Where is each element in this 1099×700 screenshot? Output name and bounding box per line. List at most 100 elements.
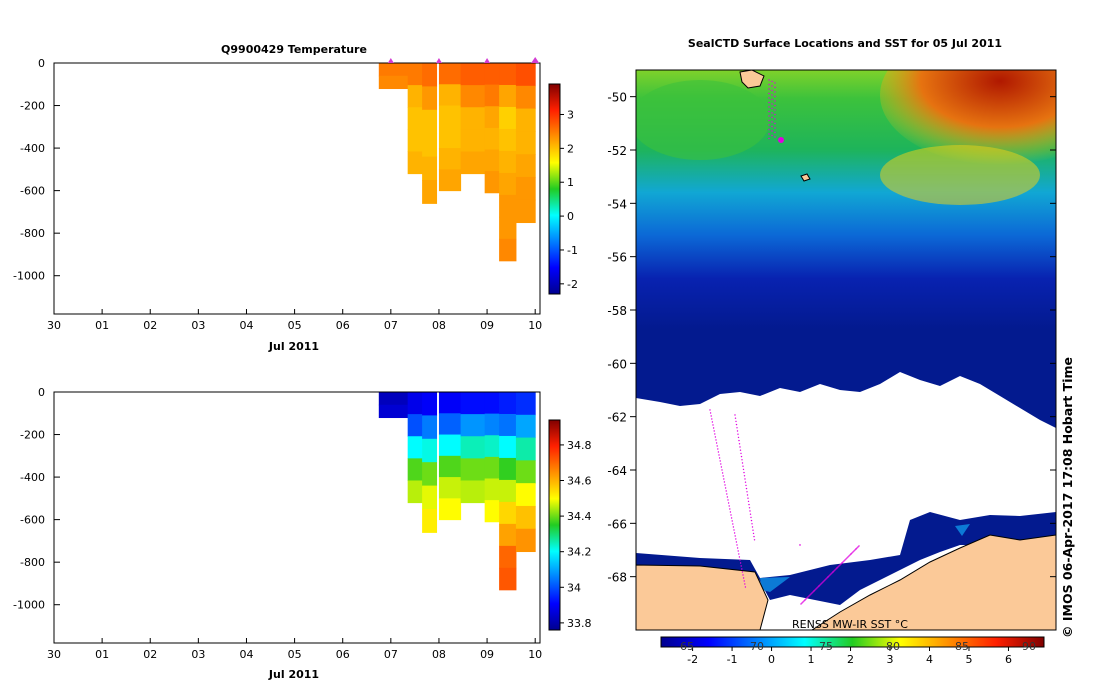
track-point xyxy=(736,430,739,432)
track-point xyxy=(855,548,857,550)
track-point xyxy=(742,574,744,576)
track-point xyxy=(802,601,804,603)
profile-cell xyxy=(438,413,462,436)
track-point xyxy=(799,544,801,546)
track-point xyxy=(815,588,817,590)
track-point xyxy=(732,523,734,525)
profile-cell xyxy=(460,85,486,108)
track-point xyxy=(752,532,755,535)
lat-tick-label: -54 xyxy=(607,197,627,211)
profile-cell xyxy=(407,480,423,504)
track-point xyxy=(816,587,818,589)
profile-cell xyxy=(407,392,423,415)
track-point xyxy=(725,490,727,492)
profile-cell xyxy=(422,508,438,533)
profile-cell xyxy=(407,129,423,152)
x-tick-label: 02 xyxy=(143,648,157,661)
temperature-title: Q9900429 Temperature xyxy=(221,43,367,56)
profile-cell xyxy=(484,435,500,458)
profile-cell xyxy=(438,434,462,457)
track-point xyxy=(745,484,747,487)
track-point xyxy=(717,451,720,453)
x-tick-label: 07 xyxy=(384,319,398,332)
track-point xyxy=(720,466,723,468)
track-point xyxy=(768,97,770,99)
antarctica-land xyxy=(636,534,1056,630)
track-point xyxy=(736,547,739,549)
track-point xyxy=(737,550,739,552)
y-tick-label: -800 xyxy=(20,227,45,240)
colorbar-tick-label: 34.2 xyxy=(567,546,592,559)
track-point xyxy=(858,545,860,547)
coastal-band xyxy=(636,512,1056,605)
track-point xyxy=(723,478,725,480)
track-point xyxy=(768,88,770,90)
track-point xyxy=(739,562,742,564)
salinity-panel: 30 01 02 03 04 05 06 07 08 09 10 0 -200 -400 -600 -800 -… xyxy=(13,386,591,681)
track-point xyxy=(740,565,742,567)
track-point xyxy=(715,442,718,444)
lat-tick-label: -56 xyxy=(607,251,627,265)
track-point xyxy=(752,529,754,531)
profile-cell xyxy=(422,438,438,463)
profile-cell xyxy=(499,84,517,108)
track-point xyxy=(748,507,751,509)
track-point xyxy=(843,560,845,562)
track-point xyxy=(727,499,729,501)
track-point xyxy=(850,553,852,555)
track-point xyxy=(749,510,751,512)
profile-cell xyxy=(438,498,462,521)
profile-cell xyxy=(422,392,438,416)
track-point xyxy=(713,430,715,432)
track-point xyxy=(834,569,836,571)
sst-colorbar-tick-label: 1 xyxy=(808,653,815,666)
x-tick-label: 09 xyxy=(480,319,494,332)
profile-cell xyxy=(378,404,411,419)
y-tick-label: -200 xyxy=(20,429,45,442)
profile-cell xyxy=(422,156,438,181)
track-point xyxy=(737,436,740,439)
track-point xyxy=(842,561,844,563)
track-point xyxy=(749,513,752,515)
track-point xyxy=(745,487,748,490)
track-point xyxy=(841,562,843,564)
track-point xyxy=(771,85,773,87)
credit-label: © IMOS 06-Apr-2017 17:08 Hobart Time xyxy=(1060,357,1075,638)
track-point xyxy=(720,463,722,465)
track-point xyxy=(774,100,776,102)
longitude-label: 75 xyxy=(819,640,833,653)
sst-colorbar-tick-label: 0 xyxy=(768,653,775,666)
longitude-label: 65 xyxy=(680,640,694,653)
track-point xyxy=(714,436,717,438)
profile-cell xyxy=(484,171,500,194)
track-point xyxy=(810,593,812,595)
x-tick-label: 04 xyxy=(239,319,253,332)
track-point xyxy=(738,443,741,445)
track-point xyxy=(774,118,776,120)
track-point xyxy=(849,554,851,556)
sst-colorbar-ticks: -2 -1 0 1 2 3 4 5 6 65 70 75 80 85 90 xyxy=(680,640,1036,666)
profile-cell xyxy=(438,148,462,170)
track-point xyxy=(748,503,750,506)
track-point xyxy=(836,567,838,569)
track-point xyxy=(722,475,724,477)
track-point xyxy=(738,439,740,442)
x-tick-label: 07 xyxy=(384,648,398,661)
sst-colorbar-tick-label: 6 xyxy=(1005,653,1012,666)
profile-cell xyxy=(499,523,517,547)
track-point xyxy=(731,520,733,522)
salinity-xlabel: Jul 2011 xyxy=(268,668,319,681)
track-point xyxy=(846,557,848,559)
track-point xyxy=(734,535,736,537)
track-point xyxy=(817,586,819,588)
track-point xyxy=(726,493,728,495)
profile-cell xyxy=(378,63,411,77)
profile-cell xyxy=(499,392,517,415)
track-point xyxy=(746,494,749,496)
track-point xyxy=(750,516,752,519)
track-point xyxy=(774,91,776,93)
track-point xyxy=(742,468,745,471)
profile-cell xyxy=(422,485,438,510)
track-point xyxy=(771,134,773,137)
